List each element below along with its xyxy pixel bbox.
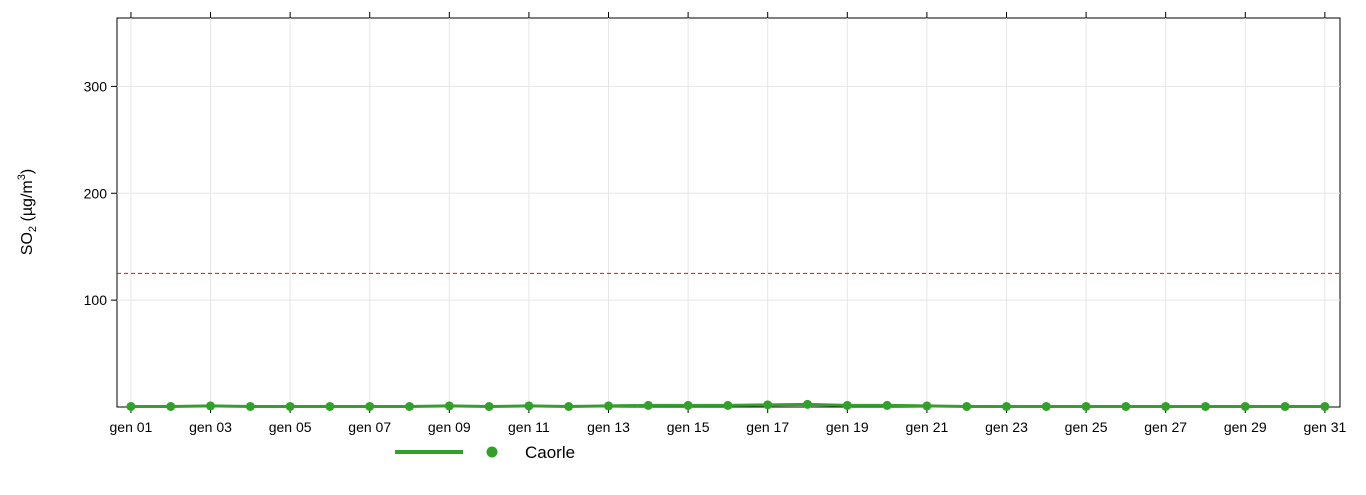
data-point: [962, 401, 972, 411]
x-tick-label: gen 17: [746, 419, 789, 435]
data-point: [405, 401, 415, 411]
data-point: [365, 401, 375, 411]
x-tick-label: gen 03: [189, 419, 232, 435]
data-point: [245, 401, 255, 411]
data-point: [484, 401, 494, 411]
y-label-sub: 2: [27, 226, 39, 232]
x-tick-label: gen 23: [985, 419, 1028, 435]
x-tick-label: gen 11: [508, 419, 550, 435]
data-point: [1320, 401, 1330, 411]
data-point: [604, 401, 614, 411]
x-tick-label: gen 27: [1144, 419, 1187, 435]
legend-marker: [486, 446, 498, 458]
data-point: [802, 399, 812, 409]
data-point: [723, 400, 733, 410]
data-point: [166, 401, 176, 411]
x-tick-label: gen 09: [428, 419, 471, 435]
x-tick-label: gen 07: [348, 419, 391, 435]
data-point: [325, 401, 335, 411]
grid: [117, 18, 1340, 407]
data-point: [683, 400, 693, 410]
data-point: [285, 401, 295, 411]
y-tick-label: 300: [84, 78, 108, 94]
data-point: [1200, 401, 1210, 411]
data-point: [922, 401, 932, 411]
x-tick-label: gen 13: [587, 419, 630, 435]
y-tick-label: 100: [84, 292, 108, 308]
x-tick-label: gen 19: [826, 419, 869, 435]
x-tick-label: gen 15: [667, 419, 710, 435]
legend-label: Caorle: [525, 443, 575, 462]
data-point: [1161, 401, 1171, 411]
x-tick-label: gen 01: [110, 419, 153, 435]
data-point: [763, 400, 773, 410]
plot-frame: [116, 17, 1341, 408]
data-point: [206, 401, 216, 411]
data-point: [564, 401, 574, 411]
data-point: [842, 400, 852, 410]
data-point: [1121, 401, 1131, 411]
data-point: [1001, 401, 1011, 411]
data-point: [1041, 401, 1051, 411]
data-point: [882, 400, 892, 410]
data-point: [1280, 401, 1290, 411]
data-point: [524, 401, 534, 411]
x-tick-label: gen 29: [1224, 419, 1267, 435]
y-label-text: SO: [19, 232, 36, 255]
data-point: [444, 401, 454, 411]
y-label-close: ): [19, 169, 36, 174]
x-tick-label: gen 31: [1303, 419, 1346, 435]
x-tick-label: gen 25: [1065, 419, 1108, 435]
data-point: [1240, 401, 1250, 411]
data-point: [1081, 401, 1091, 411]
data-point: [126, 401, 136, 411]
y-tick-label: 200: [84, 185, 108, 201]
y-label-unit: (µg/m: [19, 180, 36, 226]
data-point: [643, 400, 653, 410]
x-tick-label: gen 05: [269, 419, 312, 435]
y-axis-label: SO2 (µg/m3): [16, 169, 39, 255]
x-tick-label: gen 21: [905, 419, 948, 435]
y-label-sup: 3: [16, 174, 28, 180]
